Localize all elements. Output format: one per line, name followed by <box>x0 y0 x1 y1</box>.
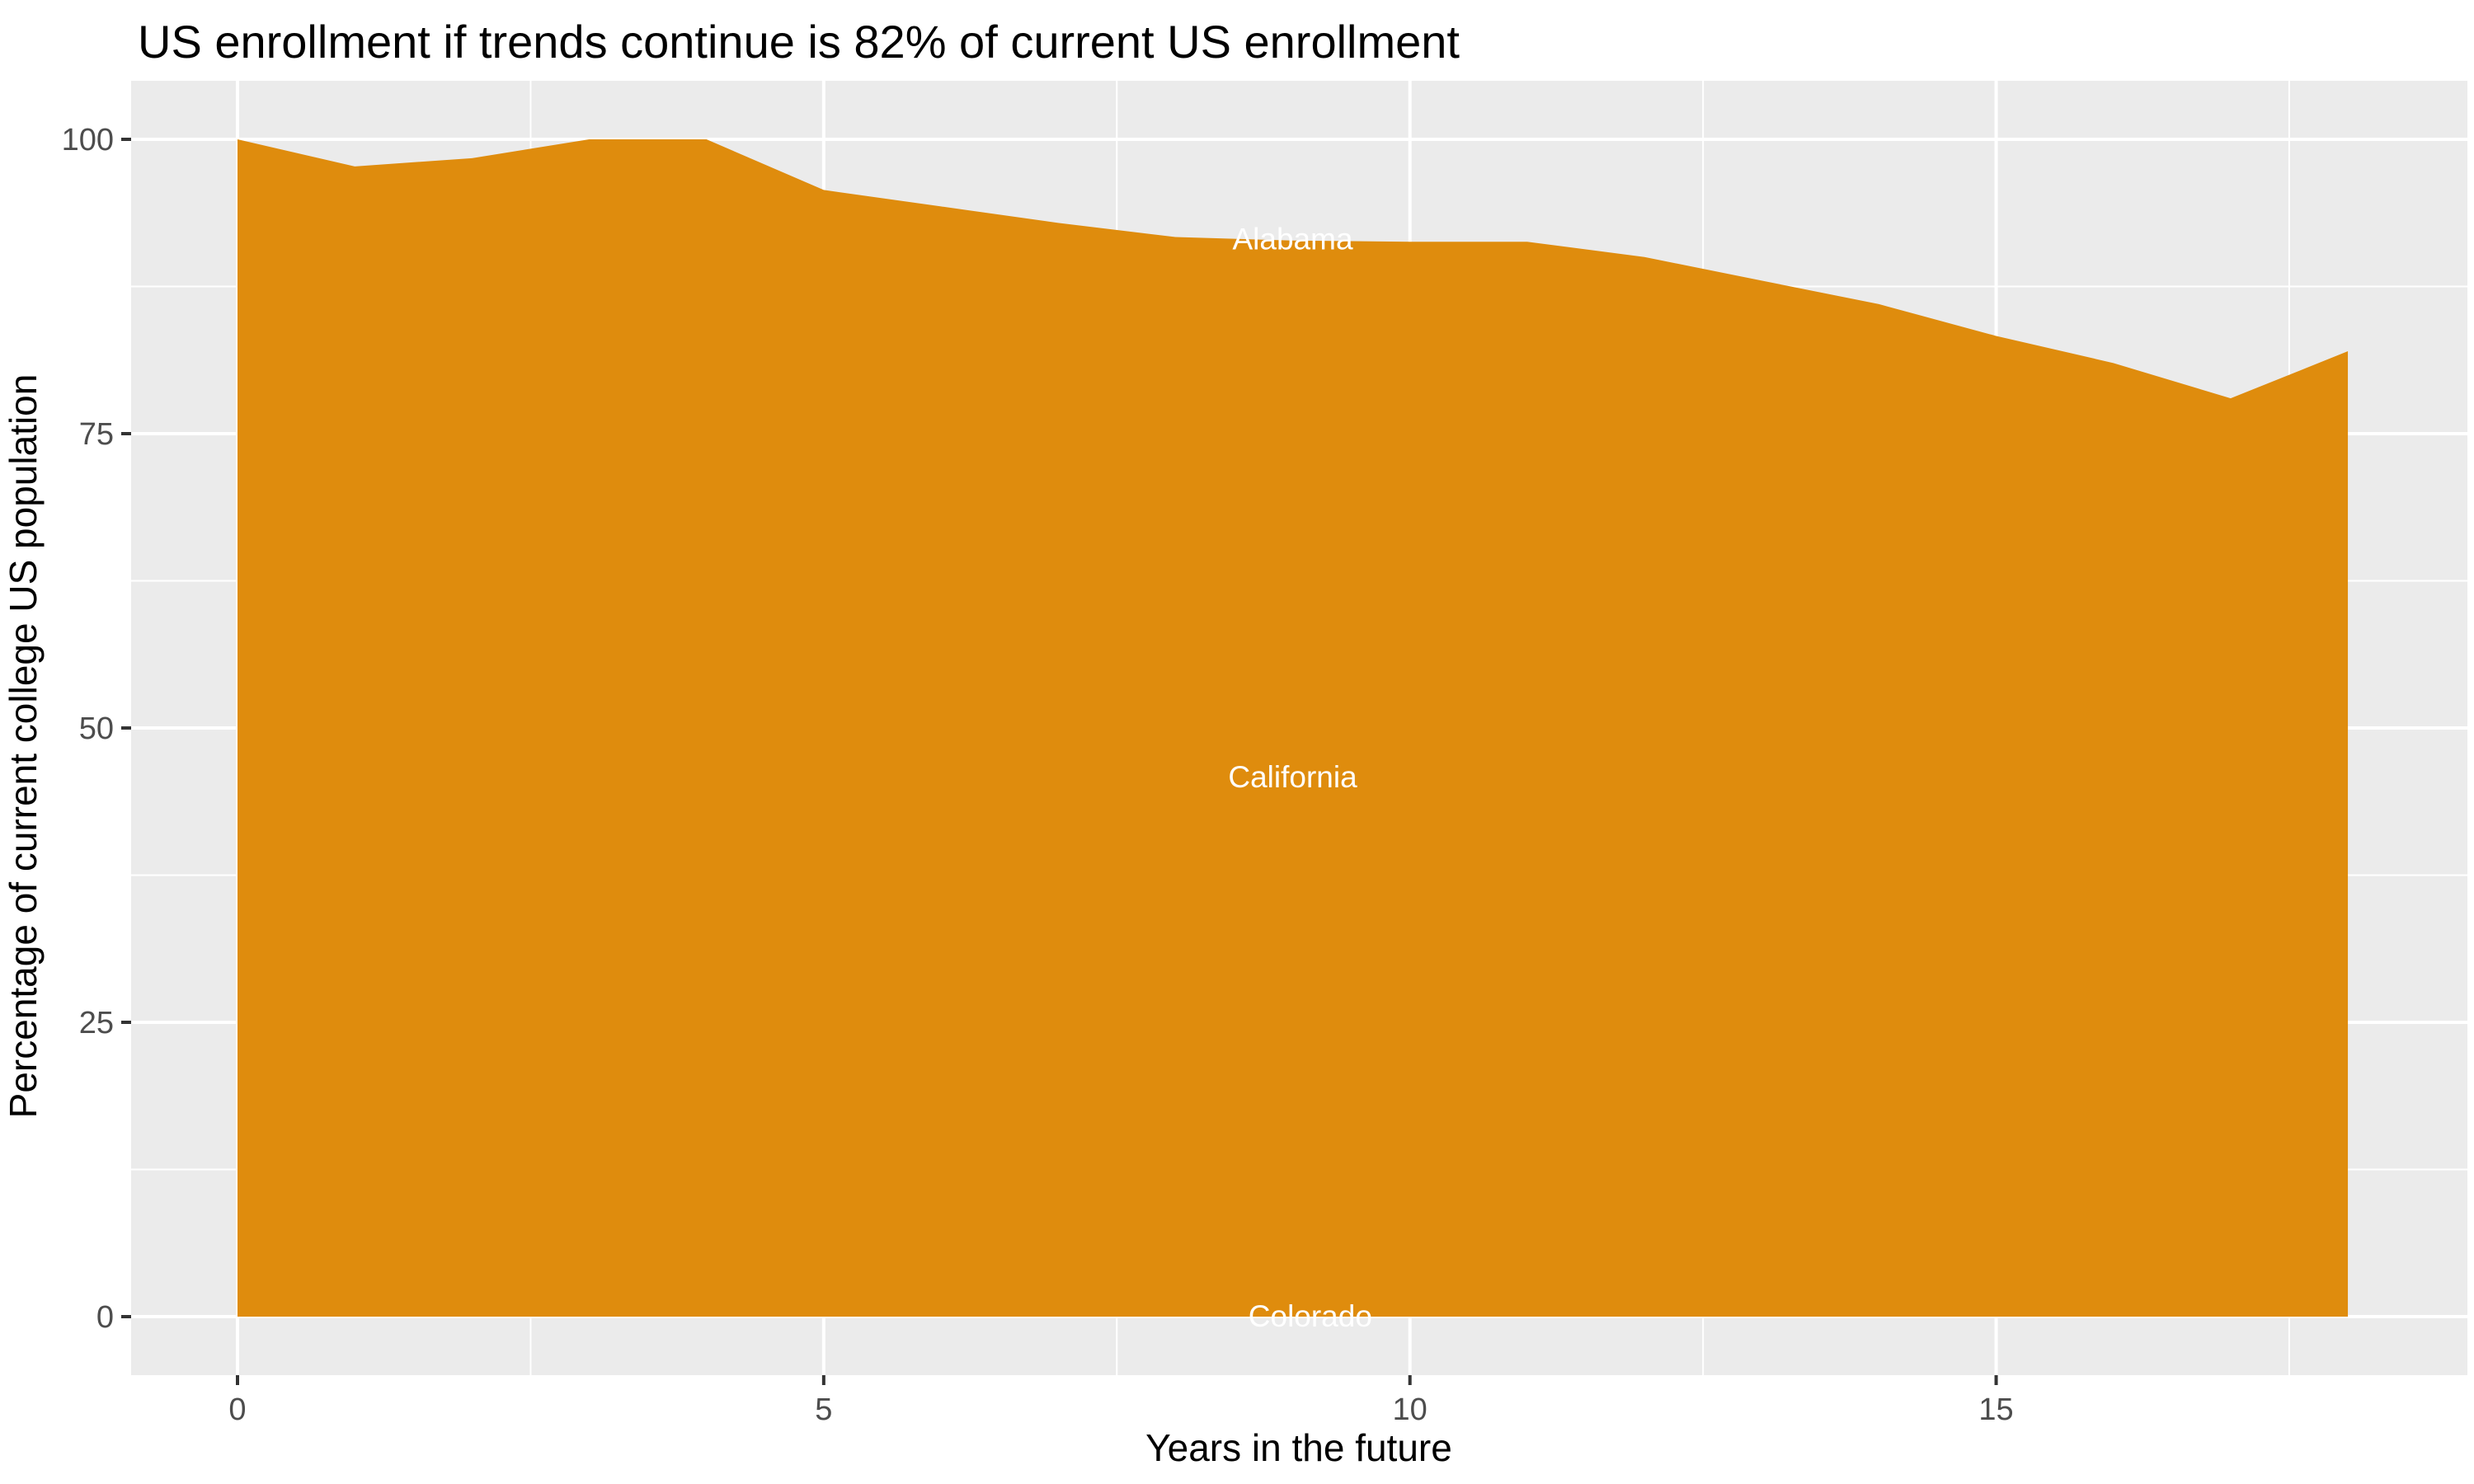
y-axis-tick-labels: 0 25 50 75 100 <box>62 123 114 1335</box>
x-axis-title: Years in the future <box>1145 1426 1452 1469</box>
y-tick-label: 0 <box>96 1300 114 1335</box>
annotation-label-alabama: Alabama <box>1233 222 1353 256</box>
y-tick-label: 75 <box>79 417 114 452</box>
x-axis-tick-labels: 0 5 10 15 <box>228 1392 2013 1427</box>
annotation-label-california: California <box>1228 760 1357 794</box>
x-tick-label: 0 <box>228 1392 246 1427</box>
axis-tick-marks <box>121 138 1998 1385</box>
y-tick-label: 100 <box>62 123 114 157</box>
annotation-label-colorado: Colorado <box>1249 1299 1372 1333</box>
x-tick-label: 10 <box>1393 1392 1427 1427</box>
y-axis-title: Percentage of current college US populat… <box>2 374 45 1119</box>
chart-title: US enrollment if trends continue is 82% … <box>138 16 1460 68</box>
state-labels: Alabama California Colorado <box>1228 222 1372 1333</box>
stacked-area <box>238 139 2349 1317</box>
y-tick-label: 50 <box>79 711 114 746</box>
y-tick-label: 25 <box>79 1006 114 1040</box>
x-tick-label: 5 <box>815 1392 832 1427</box>
x-tick-label: 15 <box>1978 1392 2013 1427</box>
